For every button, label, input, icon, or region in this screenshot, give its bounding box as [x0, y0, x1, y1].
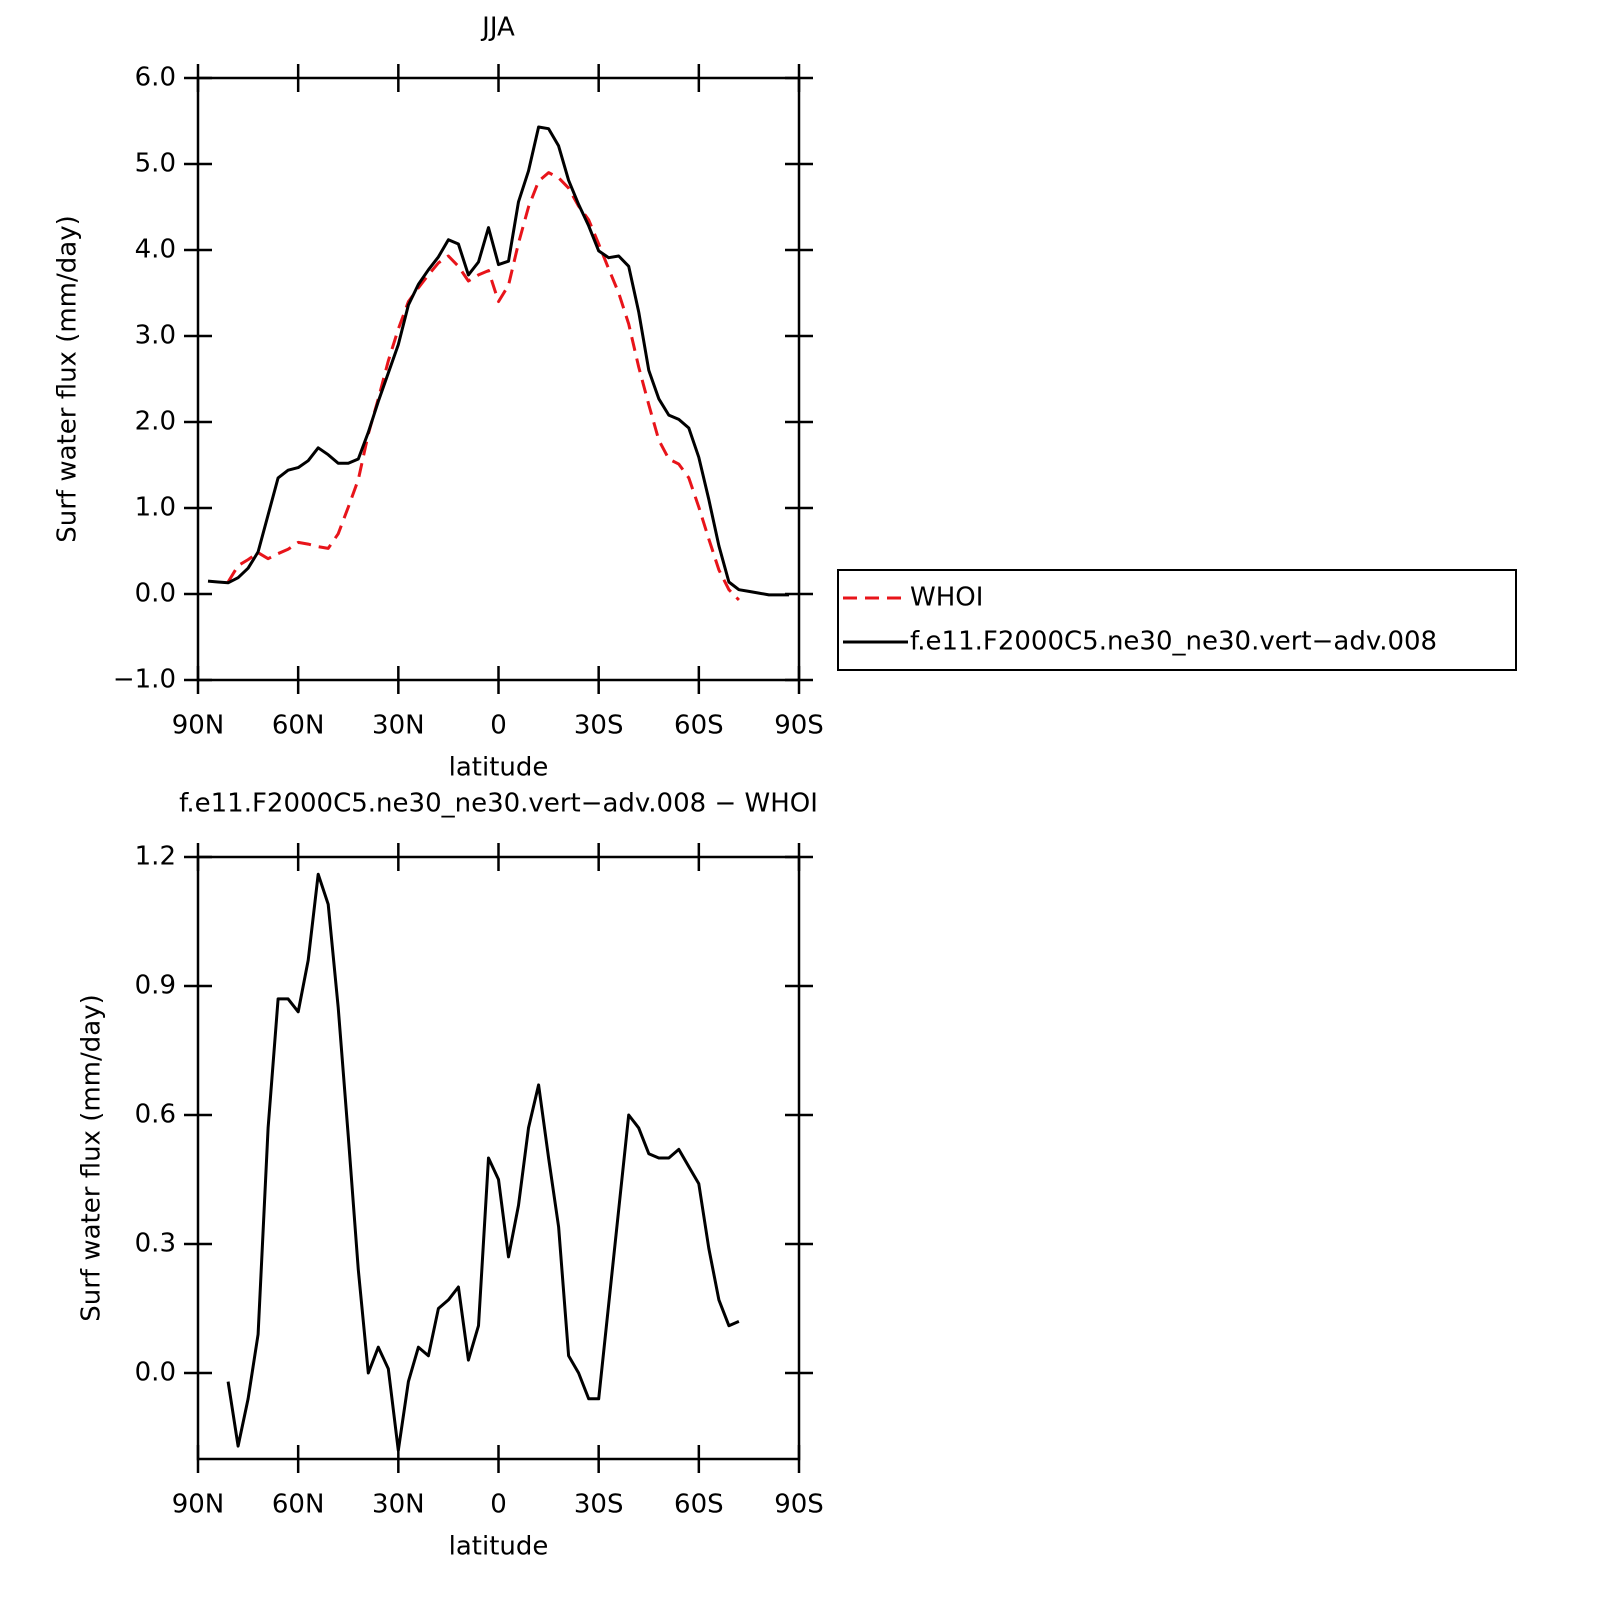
x-tick-label: 60S	[674, 1490, 724, 1520]
y-tick-label: 0.0	[135, 1358, 176, 1388]
x-tick-label: 0	[490, 1490, 507, 1520]
x-tick-label: 90S	[774, 711, 824, 741]
y-tick-label: 5.0	[135, 149, 176, 179]
y-tick-label: 1.2	[135, 842, 176, 872]
y-tick-label: 0.3	[135, 1229, 176, 1259]
chart-title: JJA	[480, 13, 515, 43]
x-tick-label: 0	[490, 711, 507, 741]
x-tick-label: 60S	[674, 711, 724, 741]
plot-frame	[196, 76, 801, 682]
x-tick-label: 90N	[172, 711, 225, 741]
y-tick-label: 4.0	[135, 235, 176, 265]
y-tick-label: −1.0	[113, 665, 176, 695]
x-axis-label: latitude	[449, 1532, 549, 1562]
x-tick-label: 30S	[574, 1490, 624, 1520]
x-tick-label: 60N	[272, 711, 325, 741]
legend-label: WHOI	[910, 583, 983, 613]
y-tick-label: 2.0	[135, 407, 176, 437]
legend-box	[837, 569, 1517, 671]
x-axis-label: latitude	[449, 753, 549, 783]
x-tick-label: 90N	[172, 1490, 225, 1520]
y-tick-label: 3.0	[135, 321, 176, 351]
y-axis-label: Surf water flux (mm/day)	[77, 994, 107, 1321]
data-line	[207, 125, 789, 597]
y-tick-label: 0.6	[135, 1100, 176, 1130]
y-tick-label: 0.0	[135, 579, 176, 609]
plot-frame	[196, 855, 801, 1461]
x-tick-label: 30S	[574, 711, 624, 741]
x-tick-label: 30N	[372, 1490, 425, 1520]
x-tick-label: 90S	[774, 1490, 824, 1520]
x-tick-label: 30N	[372, 711, 425, 741]
data-line	[226, 171, 740, 602]
chart-title: f.e11.F2000C5.ne30_ne30.vert−adv.008 − W…	[179, 789, 818, 819]
data-line	[226, 872, 740, 1452]
x-tick-label: 60N	[272, 1490, 325, 1520]
y-tick-label: 6.0	[135, 63, 176, 93]
y-tick-label: 0.9	[135, 971, 176, 1001]
y-tick-label: 1.0	[135, 493, 176, 523]
legend-label: f.e11.F2000C5.ne30_ne30.vert−adv.008	[910, 627, 1437, 657]
y-axis-label: Surf water flux (mm/day)	[53, 215, 83, 542]
